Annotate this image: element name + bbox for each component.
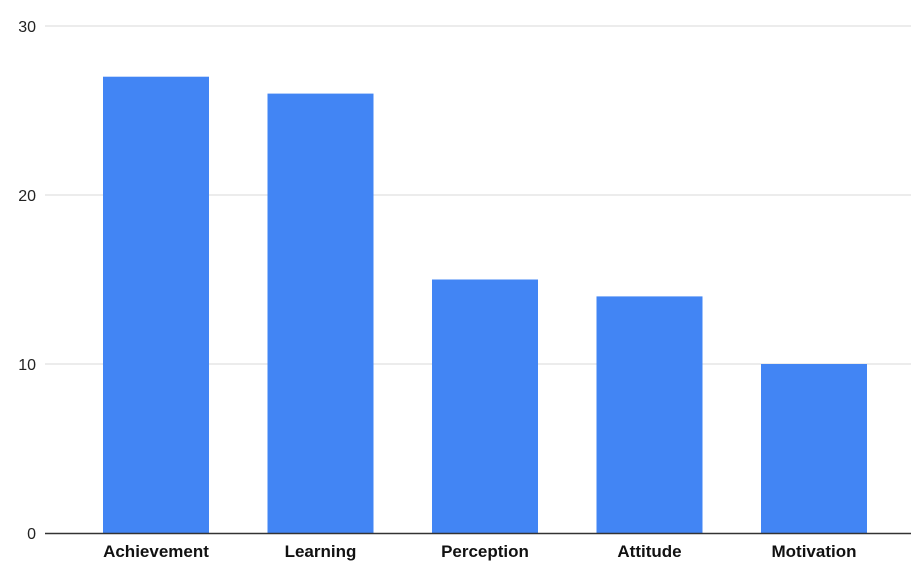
x-tick-label-motivation: Motivation	[772, 542, 857, 561]
x-tick-label-attitude: Attitude	[617, 542, 681, 561]
x-tick-label-achievement: Achievement	[103, 542, 209, 561]
x-tick-label-perception: Perception	[441, 542, 529, 561]
y-axis-tick-labels: 0 10 20 30	[18, 19, 36, 543]
bar-learning	[267, 93, 374, 533]
bars	[103, 76, 867, 533]
bar-attitude	[596, 296, 703, 533]
x-tick-label-learning: Learning	[285, 542, 357, 561]
x-axis-tick-labels: Achievement Learning Perception Attitude Mot…	[103, 542, 856, 561]
y-tick-label: 30	[18, 19, 36, 36]
y-tick-label: 0	[27, 526, 36, 543]
bar-achievement	[103, 76, 209, 533]
y-tick-label: 10	[18, 357, 36, 374]
y-tick-label: 20	[18, 188, 36, 205]
bar-motivation	[761, 364, 867, 533]
bar-perception	[432, 279, 538, 533]
